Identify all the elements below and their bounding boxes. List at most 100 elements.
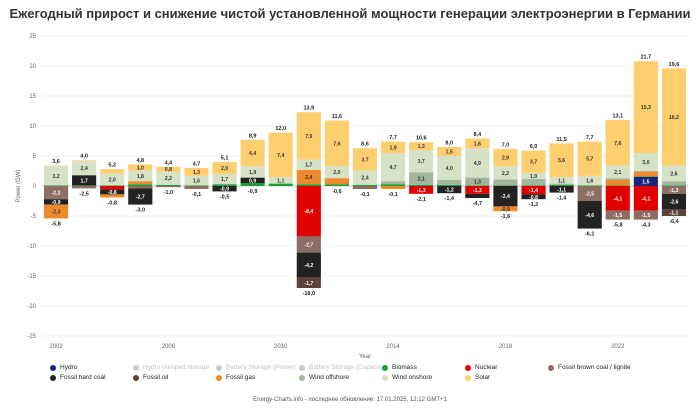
- legend-item-fossil-gas[interactable]: Fossil gas: [216, 374, 255, 381]
- legend-item-solar[interactable]: Solar: [465, 374, 490, 381]
- bar-segment: [72, 185, 97, 186]
- bar-segment: [352, 184, 378, 186]
- legend-item-nuclear[interactable]: Nuclear: [465, 364, 497, 371]
- legend-item-biomass[interactable]: Biomass: [382, 364, 417, 371]
- total-negative-label: -6,4: [669, 219, 679, 225]
- segment-label: 7,4: [277, 153, 284, 159]
- bar-segment: [633, 210, 658, 220]
- total-positive-label: 21,7: [641, 55, 652, 61]
- bar-segment: [605, 178, 630, 180]
- legend-item-fossil-oil[interactable]: Fossil oil: [133, 374, 168, 381]
- total-positive-label: 7,0: [502, 142, 510, 148]
- total-negative-label: -0,1: [360, 192, 369, 198]
- bar-segment: [409, 150, 434, 173]
- bar-segment: [409, 142, 434, 150]
- segment-label: -2,7: [136, 195, 145, 201]
- segment-label: 2,0: [333, 170, 340, 176]
- legend-dot-icon: [382, 364, 388, 371]
- bar-segment: [100, 189, 125, 195]
- segment-label: 7,9: [305, 134, 312, 140]
- segment-label: -4,2: [304, 263, 313, 269]
- legend-item-wind-onshore[interactable]: Wind onshore: [382, 374, 432, 381]
- legend-label: Wind offshore: [309, 374, 349, 381]
- segment-label: -2,7: [304, 243, 313, 249]
- chart-title: Ежегодный прирост и снижение чистой уста…: [9, 6, 691, 21]
- bar-segment: [296, 159, 321, 170]
- y-tick-label: 15: [29, 94, 36, 100]
- legend-item-wind-offshore[interactable]: Wind offshore: [299, 374, 349, 381]
- segment-label: -0,8: [108, 190, 117, 196]
- bar-segment: [465, 186, 490, 194]
- bar-segment: [605, 210, 630, 220]
- legend-label: Fossil gas: [226, 374, 256, 381]
- legend-dot-icon: [465, 374, 471, 381]
- bar-segment: [324, 166, 349, 179]
- legend-dot-icon: [382, 374, 388, 381]
- bar-segment: [43, 166, 69, 186]
- segment-label: 2,9: [502, 156, 509, 162]
- bar-segment: [381, 186, 406, 189]
- segment-label: 2,4: [361, 176, 368, 182]
- bar-segment: [72, 186, 97, 189]
- bar-segment: [324, 178, 349, 185]
- legend-item-battery-storage-capacity[interactable]: Battery Storage (Capacity): [299, 364, 386, 371]
- legend-item-hydro[interactable]: Hydro: [50, 364, 77, 371]
- total-negative-label: -3,0: [136, 208, 145, 214]
- segment-label: -4,1: [641, 196, 650, 202]
- total-positive-label: 8,0: [445, 141, 453, 147]
- segment-label: -1,5: [641, 213, 650, 219]
- total-positive-label: 10,6: [416, 136, 427, 142]
- x-axis-title: Year: [359, 354, 371, 360]
- total-negative-label: -0,9: [248, 189, 257, 195]
- bar-segment: [633, 61, 658, 154]
- total-negative-label: -4,7: [473, 201, 482, 207]
- segment-label: 3,0: [642, 160, 649, 166]
- bar-segment: [324, 120, 349, 167]
- segment-label: -2,5: [585, 192, 594, 198]
- x-tick-label: 2022: [611, 344, 625, 350]
- total-positive-label: 4,8: [136, 158, 144, 164]
- segment-label: 1,1: [277, 178, 284, 184]
- legend-item-battery-storage-power[interactable]: Battery Storage (Power): [216, 364, 296, 371]
- legend-item-fossil-brown-coal-lignite[interactable]: Fossil brown coal / lignite: [548, 364, 631, 371]
- segment-label: -1,3: [417, 188, 426, 194]
- legend-dot-icon: [50, 364, 56, 371]
- segment-label: 1,9: [249, 170, 256, 176]
- bar-segment: [521, 185, 546, 186]
- segment-label: 1,0: [530, 174, 537, 180]
- bar-segment: [72, 160, 97, 176]
- legend-item-hydro-pumped-storage[interactable]: Hydro pumped storage: [133, 364, 209, 371]
- legend-item-fossil-hard-coal[interactable]: Fossil hard coal: [50, 374, 106, 381]
- bar-segment: [156, 166, 181, 172]
- total-positive-label: 11,6: [332, 114, 342, 120]
- legend-label: Battery Storage (Capacity): [309, 364, 386, 371]
- bar-segment: [352, 170, 378, 185]
- bar-segment: [465, 148, 490, 178]
- bar-segment: [240, 183, 265, 186]
- total-positive-label: 5,2: [108, 163, 116, 169]
- bar-segment: [465, 185, 490, 186]
- bar-segment: [549, 143, 574, 177]
- total-negative-label: -1,4: [445, 196, 455, 202]
- legend-dot-icon: [299, 374, 305, 381]
- legend-label: Solar: [475, 374, 491, 381]
- bar-segment: [633, 171, 658, 172]
- total-negative-label: -0,1: [388, 192, 397, 198]
- bar-segment: [100, 173, 125, 186]
- segment-label: 4,4: [249, 151, 256, 157]
- total-positive-label: 19,6: [669, 62, 680, 68]
- segment-label: 5,7: [586, 157, 593, 163]
- total-positive-label: 6,0: [530, 144, 538, 150]
- bar-segment: [324, 184, 349, 186]
- total-negative-label: -2,5: [79, 191, 88, 197]
- footer-credit: Energy-Charts.info - последнее обновлени…: [253, 397, 447, 403]
- bar-segment: [549, 186, 574, 193]
- bar-segment: [381, 181, 406, 185]
- bar-segment: [352, 186, 378, 189]
- total-positive-label: 13,9: [303, 106, 314, 112]
- segment-label: 1,7: [81, 178, 88, 184]
- bar-segment: [296, 184, 321, 186]
- bar-segment: [493, 179, 518, 186]
- segment-label: -0,9: [220, 187, 229, 193]
